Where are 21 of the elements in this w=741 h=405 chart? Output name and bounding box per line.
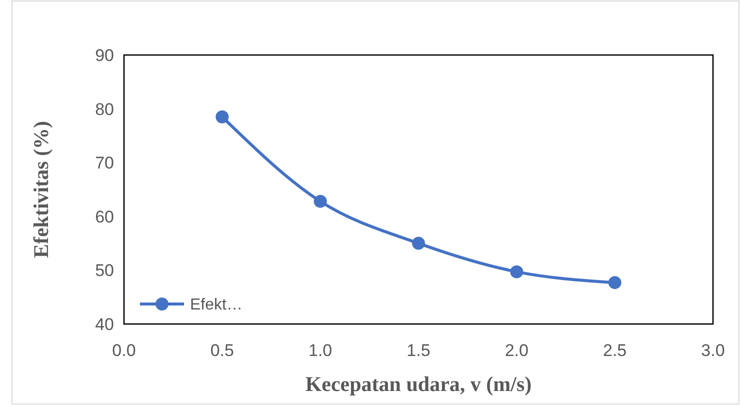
y-tick-label: 80 [95,100,114,119]
point [608,276,622,290]
x-tick-label: 0.0 [112,341,136,360]
y-axis-title: Efektivitas (%) [29,120,53,258]
x-tick-label: 1.0 [308,341,332,360]
point [510,265,524,278]
x-tick-label: 2.0 [504,341,528,360]
y-tick-label: 50 [95,261,114,280]
y-tick-label: 70 [95,154,114,173]
x-tick-label: 0.5 [210,341,234,360]
x-tick-label: 3.0 [701,341,725,360]
point [314,194,327,208]
x-axis-title: Kecepatan udara, v (m/s) [305,372,532,396]
y-tick-label: 90 [95,46,114,65]
point [216,110,229,124]
y-tick-label: 60 [95,207,114,226]
x-tick-label: 2.5 [603,341,627,360]
y-tick-label: 40 [95,314,114,334]
legend-label: Efekt… [190,296,242,314]
x-tick-label: 1.5 [406,341,430,360]
point [412,236,425,250]
